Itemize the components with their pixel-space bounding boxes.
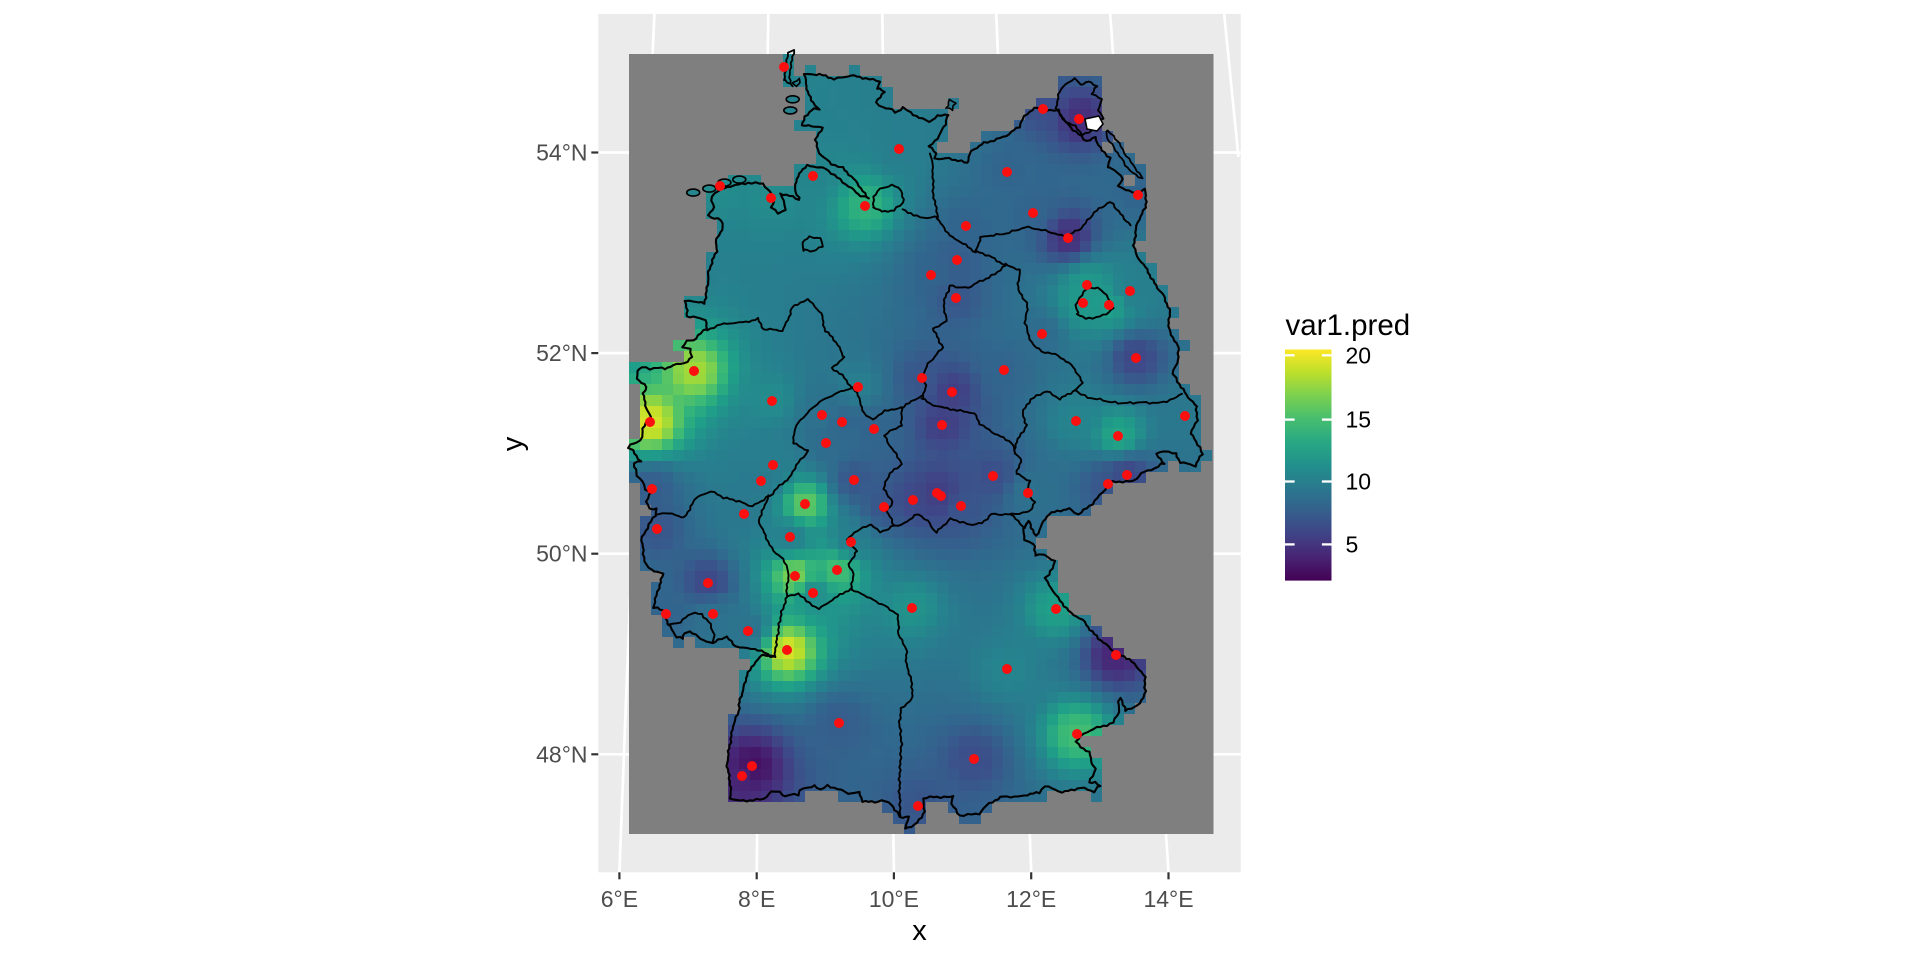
svg-text:var1.pred: var1.pred	[1286, 309, 1411, 342]
svg-text:14°E: 14°E	[1143, 886, 1193, 912]
svg-text:54°N: 54°N	[536, 140, 587, 166]
svg-text:5: 5	[1346, 531, 1359, 557]
svg-text:15: 15	[1346, 407, 1372, 433]
svg-text:x: x	[912, 915, 927, 947]
svg-text:10°E: 10°E	[869, 886, 919, 912]
svg-text:12°E: 12°E	[1006, 886, 1056, 912]
svg-text:52°N: 52°N	[536, 340, 587, 366]
svg-text:8°E: 8°E	[738, 886, 775, 912]
svg-text:10: 10	[1346, 469, 1372, 495]
svg-text:50°N: 50°N	[536, 541, 587, 567]
svg-text:6°E: 6°E	[601, 886, 638, 912]
svg-text:48°N: 48°N	[536, 741, 587, 767]
svg-text:20: 20	[1346, 342, 1372, 368]
svg-text:y: y	[497, 436, 529, 451]
